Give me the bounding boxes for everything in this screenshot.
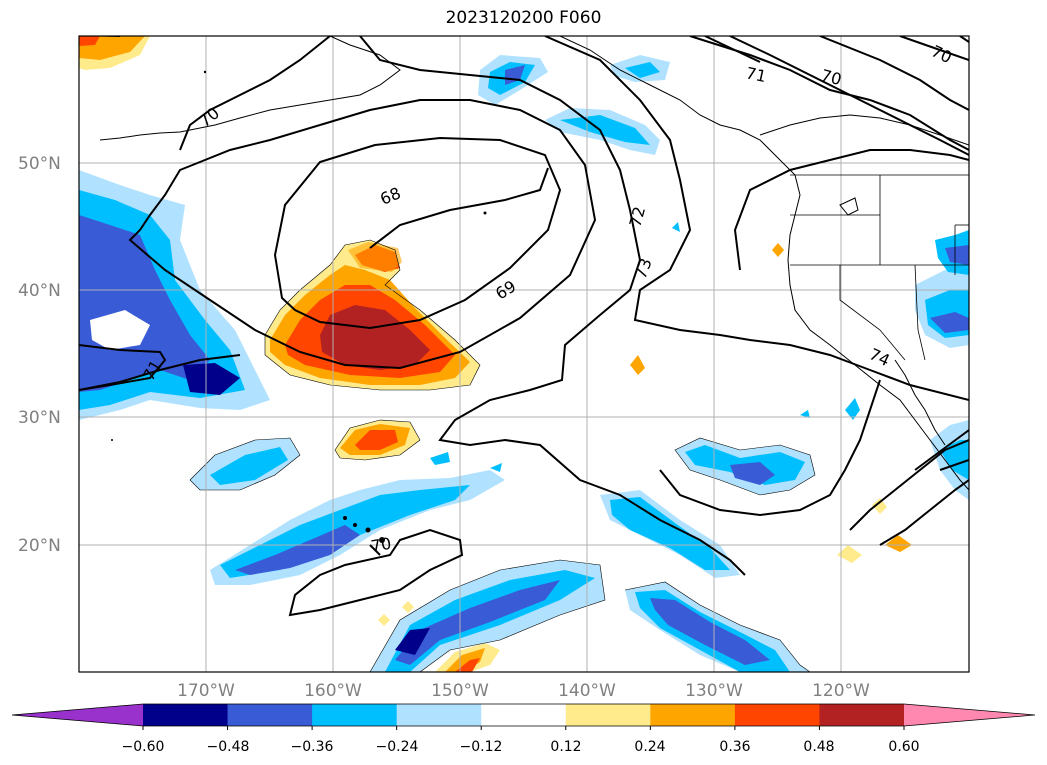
colorbar-segment xyxy=(565,704,651,726)
colorbar-tick-label: 0.24 xyxy=(634,739,665,755)
colorbar xyxy=(11,703,1036,730)
latitude-labels: 50°N 40°N 30°N 20°N xyxy=(18,154,61,556)
colorbar-tick-label: 0.36 xyxy=(719,739,750,755)
islands xyxy=(111,70,487,543)
map-plot-area: 68 69 70 70 70 71 71 72 73 74 70 xyxy=(79,36,969,672)
colorbar-extend-low xyxy=(12,704,143,726)
colorbar-tick-label: −0.60 xyxy=(122,739,165,755)
lat-label: 20°N xyxy=(18,536,61,556)
anomaly-outlines xyxy=(189,239,816,672)
colorbar-tick-label: −0.48 xyxy=(207,739,250,755)
contour-labels: 68 69 70 70 70 71 71 72 73 74 70 xyxy=(139,41,955,556)
lon-label: 150°W xyxy=(431,681,489,701)
height-contours xyxy=(79,36,969,617)
colorbar-segment xyxy=(227,704,313,726)
colorbar-tick-label: −0.12 xyxy=(460,739,503,755)
lon-label: 160°W xyxy=(304,681,362,701)
positive-anomaly-areas xyxy=(79,36,912,672)
lon-label: 120°W xyxy=(812,681,870,701)
lon-label: 140°W xyxy=(558,681,616,701)
colorbar-tick-label: −0.24 xyxy=(376,739,419,755)
colorbar-tick-label: 0.48 xyxy=(803,739,834,755)
colorbar-segment xyxy=(481,704,567,726)
colorbar-segment xyxy=(312,704,398,726)
longitude-labels: 170°W 160°W 150°W 140°W 130°W 120°W xyxy=(177,681,870,701)
lat-label: 50°N xyxy=(18,154,61,174)
negative-anomaly-areas xyxy=(79,55,969,672)
contour-label: 70 xyxy=(819,66,844,90)
colorbar-segment xyxy=(650,704,736,726)
colorbar-labels: −0.60 −0.48 −0.36 −0.24 −0.12 0.12 0.24 … xyxy=(122,739,920,755)
contour-label: 71 xyxy=(744,63,768,86)
lon-label: 130°W xyxy=(685,681,743,701)
colorbar-segment xyxy=(819,704,905,726)
contour-label: 70 xyxy=(369,534,392,556)
state-borders xyxy=(790,174,969,361)
colorbar-extend-high xyxy=(904,704,1035,726)
colorbar-tick-label: −0.36 xyxy=(291,739,334,755)
colorbar-tick-label: 0.60 xyxy=(888,739,919,755)
contour-label: 72 xyxy=(626,204,650,229)
lat-label: 40°N xyxy=(18,281,61,301)
colorbar-segment xyxy=(396,704,482,726)
colorbar-segment xyxy=(734,704,820,726)
lat-label: 30°N xyxy=(18,408,61,428)
map-frame xyxy=(78,35,970,673)
lon-label: 170°W xyxy=(177,681,235,701)
map-title: 2023120200 F060 xyxy=(445,8,602,28)
colorbar-segment xyxy=(143,704,229,726)
colorbar-tick-label: 0.12 xyxy=(550,739,581,755)
